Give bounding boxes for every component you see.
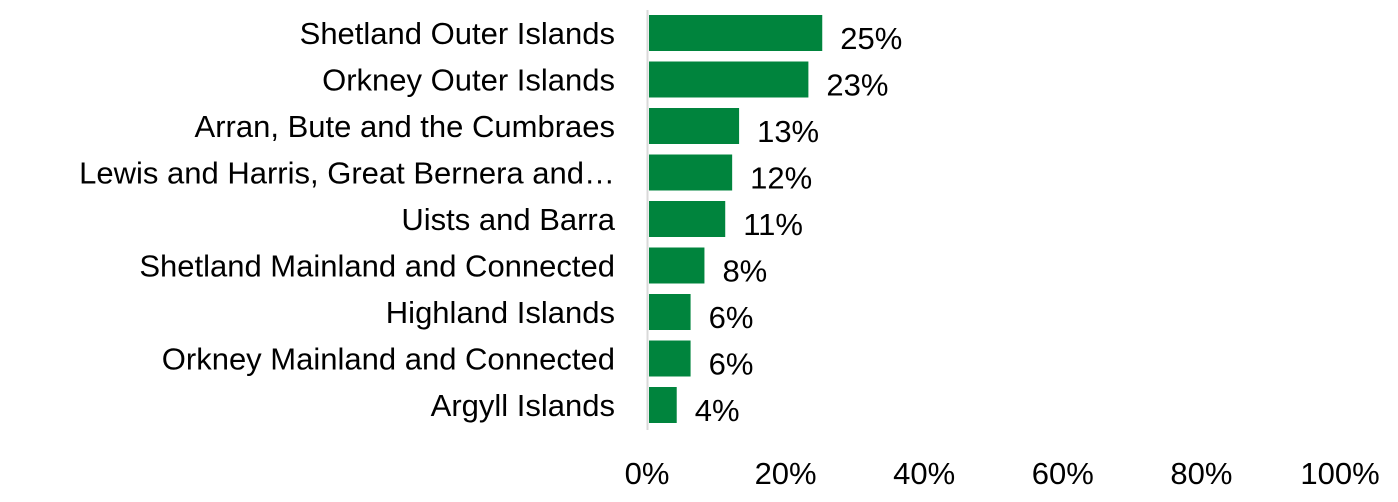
category-label: Lewis and Harris, Great Bernera and… bbox=[79, 156, 615, 191]
data-label: 25% bbox=[840, 21, 902, 56]
data-label: 8% bbox=[722, 254, 767, 289]
bar bbox=[649, 340, 691, 377]
bar bbox=[649, 61, 809, 98]
category-label: Highland Islands bbox=[386, 295, 615, 330]
x-tick-label: 40% bbox=[893, 456, 955, 491]
category-label: Arran, Bute and the Cumbraes bbox=[195, 109, 615, 144]
category-label: Orkney Mainland and Connected bbox=[162, 342, 615, 377]
bar bbox=[649, 294, 691, 330]
bar bbox=[649, 108, 740, 144]
bar bbox=[649, 387, 677, 423]
data-label: 6% bbox=[709, 347, 754, 382]
x-tick-label: 0% bbox=[625, 456, 670, 491]
data-label: 4% bbox=[695, 393, 740, 428]
bar bbox=[649, 247, 705, 284]
x-tick-label: 20% bbox=[755, 456, 817, 491]
bar bbox=[649, 15, 823, 51]
data-label: 23% bbox=[826, 68, 888, 103]
data-label: 13% bbox=[757, 114, 819, 149]
category-label: Orkney Outer Islands bbox=[322, 63, 615, 98]
bar bbox=[649, 201, 726, 237]
data-label: 12% bbox=[750, 161, 812, 196]
bar bbox=[649, 154, 733, 191]
category-label: Shetland Mainland and Connected bbox=[139, 249, 615, 284]
category-label: Uists and Barra bbox=[401, 202, 615, 237]
x-tick-label: 60% bbox=[1032, 456, 1094, 491]
x-tick-label: 80% bbox=[1170, 456, 1232, 491]
x-tick-label: 100% bbox=[1300, 456, 1379, 491]
data-label: 11% bbox=[743, 207, 803, 242]
data-label: 6% bbox=[709, 300, 754, 335]
category-label: Shetland Outer Islands bbox=[300, 16, 615, 51]
category-label: Argyll Islands bbox=[431, 388, 615, 423]
